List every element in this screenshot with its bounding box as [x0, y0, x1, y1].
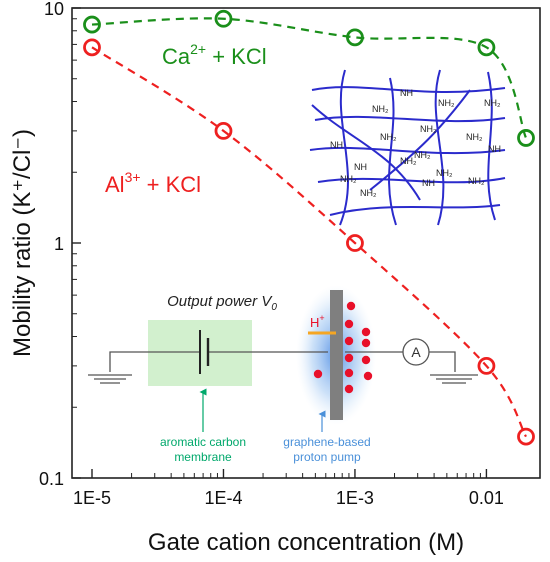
ion-dot-5 — [344, 353, 354, 363]
x-tick-label-0: 1E-5 — [73, 488, 111, 508]
output-power-text: Output power V — [167, 293, 273, 310]
amine-label-0: NH — [400, 88, 413, 98]
series-0-point-2 — [346, 28, 364, 47]
x-tick-label-2: 1E-3 — [336, 488, 374, 508]
ion-dot-0 — [346, 301, 356, 311]
circuit-wires — [88, 351, 478, 384]
y-axis-label: Mobility ratio (K⁺/Cl⁻) — [9, 129, 36, 357]
x-tick-label-1: 1E-4 — [204, 488, 242, 508]
amine-label-6: NH₂ — [466, 132, 483, 142]
amine-label-9: NH — [488, 144, 501, 154]
ion-dot-10 — [313, 369, 323, 379]
amine-label-3: NH₂ — [484, 98, 501, 108]
amine-label-1: NH₂ — [372, 104, 389, 114]
ion-dot-3 — [344, 336, 354, 346]
pump-label-line1: graphene-based — [283, 435, 370, 449]
x-tick-label-3: 0.01 — [469, 488, 504, 508]
amine-label-7: NH — [330, 140, 343, 150]
amine-label-13: NH₂ — [340, 174, 357, 184]
circuit-inset: A H+ Output power V0 aromatic carbon memb… — [88, 285, 478, 464]
x-axis-label: Gate cation concentration (M) — [148, 529, 464, 556]
series-0-point-3 — [477, 38, 496, 57]
output-power-title: Output power V0 — [167, 293, 277, 313]
series-1-point-0 — [83, 38, 101, 57]
amine-label-14: NH — [422, 178, 435, 188]
series-label-ca-sup: 2+ — [190, 41, 206, 57]
series-label-ca-base: Ca — [162, 44, 191, 69]
series-1-point-1 — [214, 121, 233, 140]
amine-label-4: NH₂ — [380, 132, 397, 142]
ion-dot-7 — [344, 368, 354, 378]
series-label-ca-rest: + KCl — [206, 44, 267, 69]
graphene-membrane-bar — [330, 290, 343, 420]
amine-label-2: NH₂ — [438, 98, 455, 108]
output-power-sub: 0 — [271, 302, 277, 313]
amine-label-10: NH — [354, 162, 367, 172]
series-label-al: Al3+ + KCl — [105, 169, 201, 197]
axis-ticks: 1E-5 1E-4 1E-3 0.01 0.1 1 10 — [39, 0, 504, 508]
amine-label-8: NH₂ — [414, 150, 431, 160]
series-line-0 — [91, 17, 528, 139]
series-label-al-base: Al — [105, 172, 125, 197]
ion-dot-8 — [363, 371, 373, 381]
series-label-ca: Ca2+ + KCl — [162, 41, 267, 69]
ion-dot-9 — [344, 384, 354, 394]
series-1-point-4 — [517, 427, 535, 446]
ion-dot-4 — [361, 338, 371, 348]
network-strands — [309, 69, 506, 226]
amine-label-12: NH₂ — [436, 168, 453, 178]
series-label-al-rest: + KCl — [141, 172, 202, 197]
ion-dots — [313, 301, 373, 394]
amine-label-5: NH₂ — [420, 124, 437, 134]
amine-label-16: NH₂ — [468, 176, 485, 186]
series-1-point-3 — [477, 356, 496, 375]
proton-label-base: H — [310, 315, 319, 330]
y-tick-label-0: 0.1 — [39, 469, 64, 489]
series-0-point-0 — [83, 15, 101, 34]
ammeter-label: A — [411, 344, 421, 360]
series-1-point-2 — [346, 234, 364, 252]
ion-dot-2 — [361, 327, 371, 337]
proton-label: H+ — [310, 313, 325, 330]
series-0-point-1 — [214, 9, 233, 28]
data-series — [83, 9, 535, 446]
y-tick-label-2: 10 — [44, 0, 64, 19]
membrane-label-line2: membrane — [174, 450, 232, 464]
membrane-label: aromatic carbon membrane — [160, 435, 246, 464]
pump-label: graphene-based proton pump — [283, 435, 370, 464]
series-label-al-sup: 3+ — [125, 169, 141, 185]
ion-dot-1 — [344, 319, 354, 329]
amine-label-15: NH₂ — [360, 188, 377, 198]
ion-dot-6 — [361, 355, 371, 365]
amine-label-11: NH₂ — [400, 156, 417, 166]
y-tick-label-1: 1 — [54, 234, 64, 254]
series-0-point-4 — [517, 129, 535, 147]
pump-label-line2: proton pump — [293, 450, 361, 464]
proton-label-sup: + — [319, 313, 324, 323]
membrane-label-line1: aromatic carbon — [160, 435, 246, 449]
ammeter-circle — [402, 338, 430, 366]
